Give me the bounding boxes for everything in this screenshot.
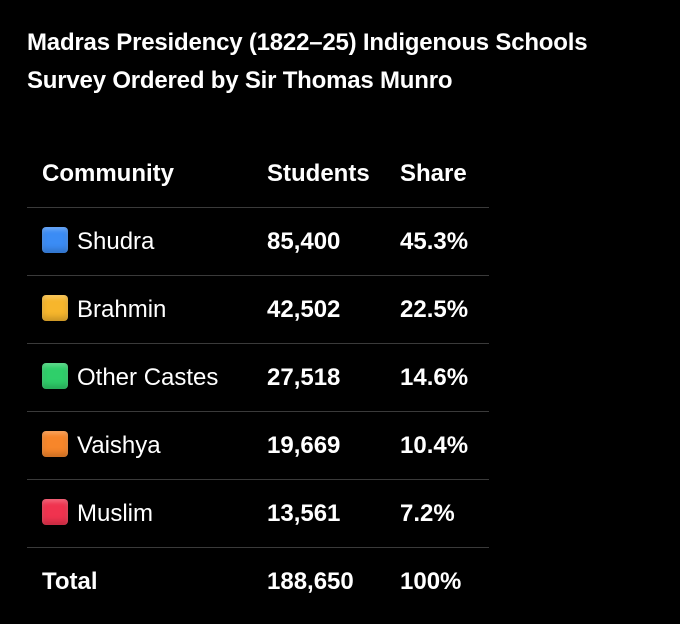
- community-cell: Shudra: [27, 207, 247, 276]
- table-body: Shudra 85,400 45.3% Brahmin 42,502 22.5%…: [27, 207, 489, 616]
- students-cell: 85,400: [247, 207, 390, 276]
- yellow-square-icon: [42, 295, 68, 321]
- students-cell: 27,518: [247, 343, 390, 412]
- students-cell: 13,561: [247, 479, 390, 548]
- table-row: Vaishya 19,669 10.4%: [27, 411, 489, 480]
- share-cell: 7.2%: [390, 479, 489, 548]
- chart-title: Madras Presidency (1822–25) Indigenous S…: [27, 24, 667, 100]
- green-square-icon: [42, 363, 68, 389]
- community-cell: Muslim: [27, 479, 247, 548]
- red-square-icon: [42, 499, 68, 525]
- table-row: Brahmin 42,502 22.5%: [27, 275, 489, 344]
- title-line-1: Madras Presidency (1822–25) Indigenous S…: [27, 29, 588, 56]
- header-community: Community: [27, 140, 247, 208]
- community-table: Community Students Share Shudra 85,400 4…: [27, 140, 489, 615]
- table-header-row: Community Students Share: [27, 140, 489, 208]
- community-name: Vaishya: [77, 432, 161, 459]
- community-name: Brahmin: [77, 296, 167, 323]
- header-share: Share: [390, 140, 489, 208]
- table-row: Muslim 13,561 7.2%: [27, 479, 489, 548]
- community-name: Other Castes: [77, 364, 219, 391]
- table-row: Shudra 85,400 45.3%: [27, 207, 489, 276]
- total-row: Total 188,650 100%: [27, 548, 489, 616]
- community-name: Muslim: [77, 500, 153, 527]
- title-line-2: Survey Ordered by Sir Thomas Munro: [27, 67, 453, 94]
- share-cell: 22.5%: [390, 275, 489, 344]
- total-label: Total: [42, 567, 98, 595]
- orange-square-icon: [42, 431, 68, 457]
- community-name: Shudra: [77, 228, 155, 255]
- community-cell: Vaishya: [27, 411, 247, 480]
- blue-square-icon: [42, 227, 68, 253]
- total-students: 188,650: [267, 567, 354, 595]
- community-cell: Other Castes: [27, 343, 247, 412]
- share-cell: 10.4%: [390, 411, 489, 480]
- share-cell: 45.3%: [390, 207, 489, 276]
- students-cell: 19,669: [247, 411, 390, 480]
- community-cell: Brahmin: [27, 275, 247, 344]
- share-cell: 14.6%: [390, 343, 489, 412]
- header-students: Students: [247, 140, 390, 208]
- table-row: Other Castes 27,518 14.6%: [27, 343, 489, 412]
- total-share: 100%: [400, 567, 462, 595]
- students-cell: 42,502: [247, 275, 390, 344]
